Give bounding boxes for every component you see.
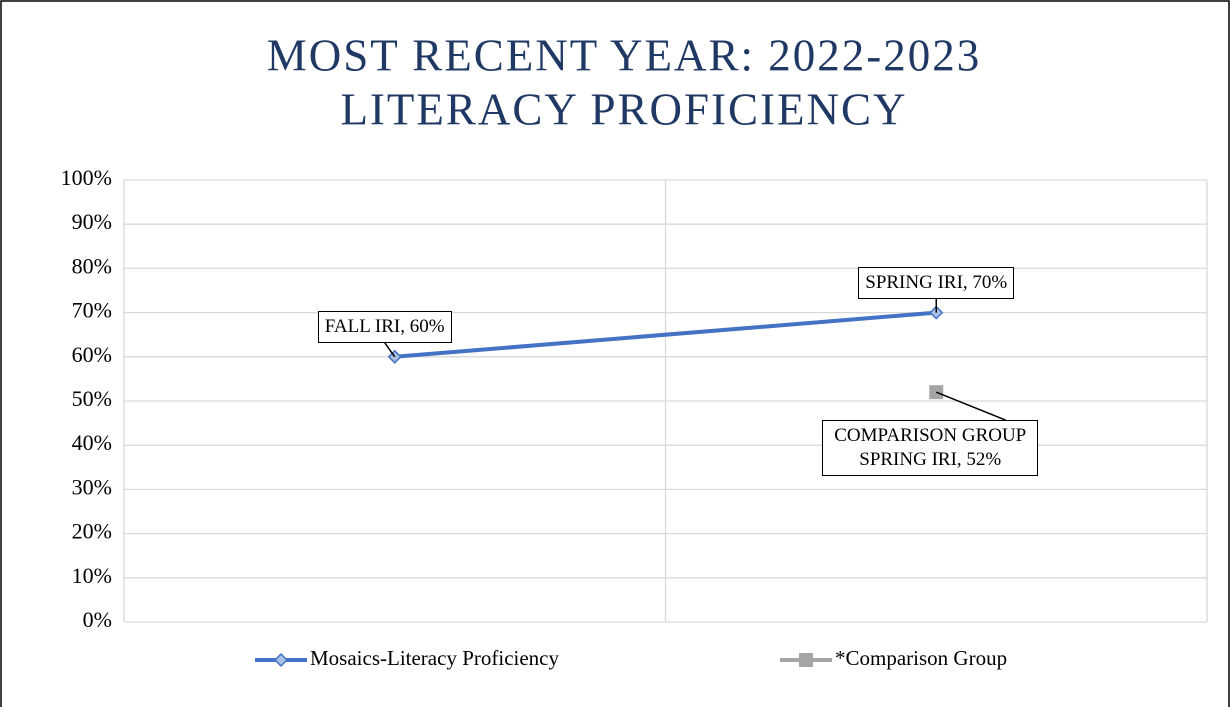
leader-line	[384, 342, 396, 358]
data-label: FALL IRI, 60%	[317, 310, 452, 343]
line	[394, 310, 937, 359]
y-tick-label: 20%	[72, 519, 112, 544]
y-tick-label: 100%	[61, 165, 112, 190]
y-tick-label: 40%	[72, 430, 112, 455]
y-tick-label: 30%	[72, 474, 112, 499]
y-tick-label: 80%	[72, 253, 112, 278]
legend-label: *Comparison Group	[835, 646, 1007, 670]
y-tick-label: 70%	[72, 298, 112, 323]
data-label: COMPARISON GROUP SPRING IRI, 52%	[822, 420, 1039, 477]
y-tick-label: 10%	[72, 563, 112, 588]
data-label: SPRING IRI, 70%	[858, 266, 1015, 299]
marker	[799, 653, 813, 667]
marker	[273, 652, 289, 668]
legend-label: Mosaics-Literacy Proficiency	[310, 646, 559, 670]
leader-line	[935, 391, 1007, 421]
chart-title: MOST RECENT YEAR: 2022-2023	[267, 30, 981, 80]
y-tick-label: 60%	[72, 342, 112, 367]
chart-title: LITERACY PROFICIENCY	[340, 84, 907, 134]
y-tick-label: 0%	[83, 607, 112, 632]
y-tick-label: 50%	[72, 386, 112, 411]
y-tick-label: 90%	[72, 209, 112, 234]
